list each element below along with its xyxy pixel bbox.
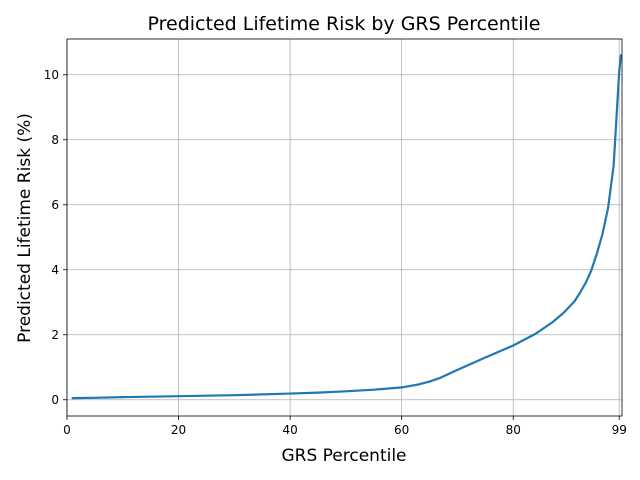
series-line (71, 54, 622, 400)
x-tick-label: 60 (394, 423, 409, 437)
grid-lines (66, 39, 622, 416)
y-tick-label: 0 (51, 393, 59, 407)
series-group (71, 54, 622, 400)
y-tick-label: 4 (51, 263, 59, 277)
x-tick-label: 99 (612, 423, 627, 437)
x-tick-label: 0 (63, 423, 71, 437)
y-axis-label: Predicted Lifetime Risk (%) (15, 113, 35, 343)
y-tick-label: 10 (44, 68, 59, 82)
y-tick-label: 2 (51, 328, 59, 342)
x-axis-label: GRS Percentile (281, 446, 406, 466)
x-tick-label: 40 (282, 423, 297, 437)
plot-frame (66, 38, 623, 417)
y-tick-label: 6 (51, 198, 59, 212)
chart-title: Predicted Lifetime Risk by GRS Percentil… (148, 13, 541, 35)
y-tick-label: 8 (51, 133, 59, 147)
x-axis-ticks: 0 20 40 60 80 99 (63, 416, 627, 437)
x-tick-label: 20 (171, 423, 186, 437)
x-tick-label: 80 (506, 423, 521, 437)
y-axis-ticks: 0 2 4 6 8 10 (44, 68, 67, 407)
